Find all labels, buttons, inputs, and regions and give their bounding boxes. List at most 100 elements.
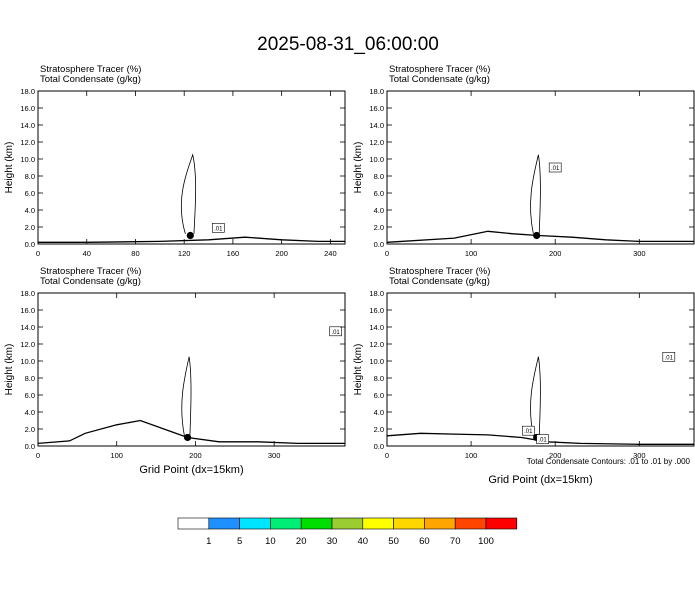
y-tick-label: 14.0 [20, 323, 35, 332]
y-axis-label: Height (km) [353, 142, 364, 194]
condensate-contour [181, 356, 192, 436]
contour-label-box [548, 162, 562, 173]
colorbar-swatch [331, 517, 364, 530]
page-title: 2025-08-31_06:00:00 [257, 34, 439, 55]
colorbar-swatch [239, 517, 271, 530]
panel-variable-1: Stratosphere Tracer (%) [40, 266, 141, 277]
tracer-mask [38, 91, 345, 205]
panel-variable-1: Stratosphere Tracer (%) [40, 64, 141, 75]
y-tick-label: 14.0 [369, 323, 384, 332]
y-tick-label: 16.0 [369, 306, 384, 315]
panel-variable-2: Total Condensate (g/kg) [40, 74, 141, 85]
panel-variable-2: Total Condensate (g/kg) [389, 276, 490, 287]
tracer-field: .01 [38, 293, 345, 445]
panel-variable-2: Total Condensate (g/kg) [389, 74, 490, 85]
x-axis-label: Grid Point (dx=15km) [488, 474, 592, 486]
x-tick-label: 40 [83, 249, 91, 258]
contour-label: .01 [214, 226, 223, 232]
location-marker [533, 231, 541, 240]
colorbar-swatch [362, 517, 394, 530]
x-tick-label: 300 [268, 451, 281, 460]
contour-label-box [212, 223, 225, 233]
footnote: Total Condensate Contours: .01 to .01 by… [527, 457, 691, 466]
y-tick-label: 0.0 [25, 442, 35, 451]
y-tick-label: 16.0 [20, 104, 35, 113]
colorbar-label: 20 [296, 536, 307, 547]
y-tick-label: 8.0 [25, 172, 35, 181]
colorbar-swatch [177, 517, 210, 530]
y-tick-label: 6.0 [374, 189, 384, 198]
colorbar: 1 5 10 20 30 40 50 60 70 100 [177, 517, 518, 547]
plot-border [37, 292, 346, 447]
colorbar-label: 10 [265, 536, 276, 547]
y-tick-label: 6.0 [374, 391, 384, 400]
x-tick-label: 200 [549, 249, 562, 258]
x-tick-label: 0 [385, 451, 389, 460]
y-tick-label: 10.0 [20, 357, 35, 366]
contour-label: .01 [538, 438, 547, 444]
y-tick-label: 2.0 [25, 425, 35, 434]
panel-variable-1: Stratosphere Tracer (%) [389, 64, 490, 75]
condensate-contour [530, 356, 541, 436]
x-tick-label: 240 [324, 249, 337, 258]
y-tick-label: 14.0 [369, 121, 384, 130]
panel-2: .01 West-East Stratosphere Tracer (%)Total… [4, 266, 346, 476]
panel-1: .01 SW-NE Stratosphere Tracer (%)Total Con… [353, 64, 695, 258]
tracer-mask [387, 91, 694, 205]
y-tick-label: 4.0 [25, 206, 35, 215]
x-tick-label: 100 [465, 249, 478, 258]
y-axis-label: Height (km) [353, 344, 364, 396]
tracer-mask [38, 293, 345, 385]
x-tick-label: 300 [633, 451, 646, 460]
colorbar-swatch [393, 517, 425, 530]
plot-border [37, 90, 346, 245]
x-tick-label: 120 [178, 249, 191, 258]
y-tick-label: 8.0 [374, 172, 384, 181]
y-tick-label: 12.0 [20, 340, 35, 349]
x-tick-label: 0 [36, 249, 40, 258]
y-tick-label: 10.0 [20, 155, 35, 164]
contour-label-box [662, 351, 676, 362]
colorbar-label: 5 [237, 536, 242, 547]
x-tick-label: 200 [189, 451, 202, 460]
y-tick-label: 18.0 [369, 289, 384, 298]
colorbar-swatch [208, 517, 240, 530]
x-tick-label: 0 [36, 451, 40, 460]
tracer-mask [387, 293, 694, 407]
contour-label: .01 [331, 330, 340, 336]
tracer-field: .01 [38, 91, 345, 243]
colorbar-swatch [485, 517, 518, 530]
colorbar-swatch [424, 517, 456, 530]
y-tick-label: 0.0 [374, 240, 384, 249]
colorbar-label: 50 [388, 536, 399, 547]
plot-border [386, 292, 695, 447]
contour-label-box [329, 326, 342, 337]
tracer-field: .01 .01 .01 [387, 293, 694, 445]
location-marker [186, 231, 194, 240]
contour-label: .01 [665, 355, 674, 361]
x-tick-label: 200 [549, 451, 562, 460]
colorbar-label: 70 [450, 536, 461, 547]
terrain-line [38, 419, 345, 445]
y-tick-label: 0.0 [374, 442, 384, 451]
x-tick-label: 80 [131, 249, 139, 258]
colorbar-label: 1 [206, 536, 211, 547]
terrain-line [387, 432, 694, 445]
contour-label-box [521, 425, 535, 436]
contour-label-box [536, 434, 549, 445]
y-tick-label: 2.0 [25, 223, 35, 232]
tracer-field: .01 [387, 91, 694, 243]
colorbar-label: 40 [358, 536, 369, 547]
terrain-line [38, 236, 345, 243]
y-tick-label: 18.0 [20, 87, 35, 96]
condensate-contour [180, 153, 197, 234]
y-tick-label: 2.0 [374, 425, 384, 434]
y-tick-label: 14.0 [20, 121, 35, 130]
y-tick-label: 12.0 [369, 340, 384, 349]
y-tick-label: 4.0 [25, 408, 35, 417]
y-tick-label: 10.0 [369, 357, 384, 366]
condensate-contour [530, 154, 541, 234]
